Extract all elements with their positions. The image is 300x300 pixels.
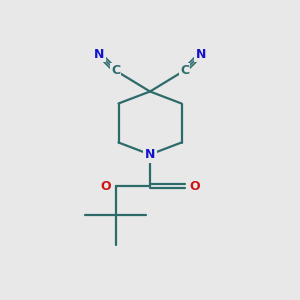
- Text: C: C: [111, 64, 120, 77]
- Text: C: C: [180, 64, 189, 77]
- Text: O: O: [100, 179, 111, 193]
- Text: N: N: [196, 47, 206, 61]
- Text: O: O: [189, 179, 200, 193]
- Text: N: N: [94, 47, 104, 61]
- Text: N: N: [145, 148, 155, 161]
